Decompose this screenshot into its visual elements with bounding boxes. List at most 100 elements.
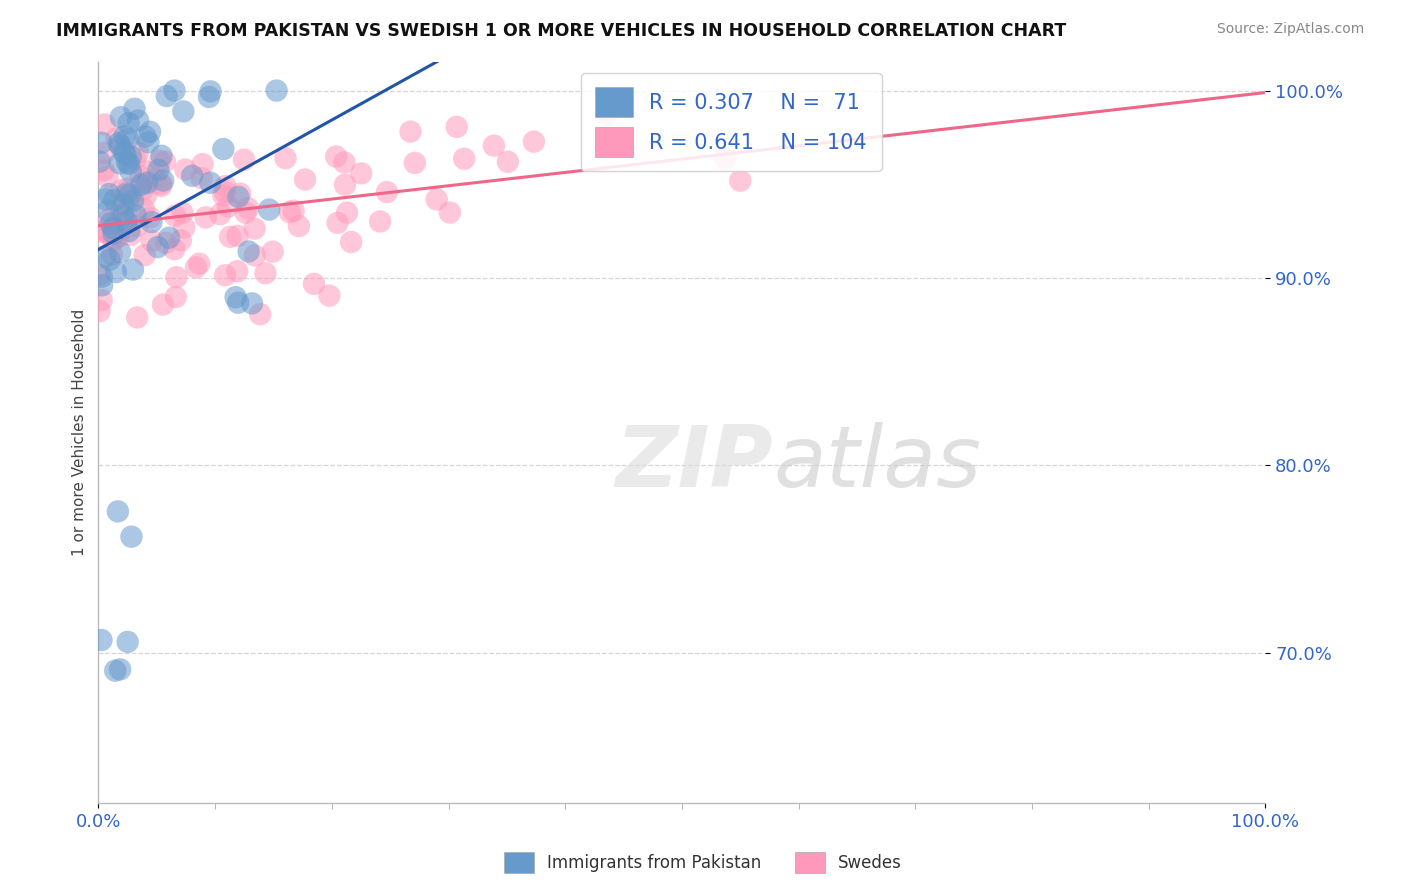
Text: atlas: atlas (773, 422, 981, 506)
Point (496, 154, 519, 169)
Point (117, 182, 139, 196)
Point (596, 107, 619, 121)
Point (115, 214, 138, 228)
Point (194, 211, 217, 225)
Point (150, 178, 173, 193)
Point (141, 234, 163, 248)
Point (148, 163, 170, 178)
Point (115, 155, 138, 169)
Point (90, 632, 112, 647)
Point (96, 225, 118, 239)
Point (139, 211, 162, 225)
Point (129, 169, 152, 184)
Point (129, 178, 152, 192)
Point (117, 132, 139, 146)
Point (122, 262, 145, 277)
Point (226, 264, 249, 278)
Point (326, 216, 349, 230)
Point (135, 164, 157, 178)
Point (156, 89, 179, 103)
Point (149, 153, 172, 168)
Point (214, 179, 236, 194)
Point (152, 173, 174, 187)
Point (114, 147, 136, 161)
Point (134, 129, 156, 144)
Point (132, 176, 155, 190)
Point (236, 201, 259, 215)
Point (93, 163, 115, 178)
Point (184, 260, 207, 275)
Point (170, 234, 193, 248)
Point (225, 290, 247, 304)
Point (143, 172, 166, 186)
Point (101, 247, 124, 261)
Point (146, 240, 169, 254)
Point (91, 225, 114, 239)
Legend: Immigrants from Pakistan, Swedes: Immigrants from Pakistan, Swedes (498, 846, 908, 880)
Point (266, 84, 288, 98)
Point (228, 190, 250, 204)
Point (730, 174, 752, 188)
Point (89, 154, 111, 169)
Point (141, 215, 163, 229)
Point (254, 266, 277, 280)
Point (318, 288, 340, 302)
Point (136, 176, 159, 190)
Point (172, 104, 194, 119)
Point (294, 172, 316, 186)
Point (108, 662, 131, 676)
Point (93, 145, 115, 160)
Point (191, 157, 214, 171)
Point (107, 229, 129, 244)
Text: ZIP: ZIP (616, 422, 773, 506)
Point (97, 212, 120, 227)
Point (108, 138, 131, 153)
Point (127, 113, 149, 128)
Point (122, 194, 145, 208)
Point (90, 269, 112, 284)
Point (190, 171, 212, 186)
Point (115, 186, 138, 201)
Point (262, 244, 284, 259)
Point (101, 233, 124, 247)
Point (174, 162, 197, 177)
Point (274, 151, 297, 165)
Text: Source: ZipAtlas.com: Source: ZipAtlas.com (1216, 22, 1364, 37)
Point (226, 228, 249, 243)
Point (117, 635, 139, 649)
Point (120, 149, 142, 163)
Point (103, 193, 125, 207)
Point (426, 193, 449, 207)
Point (163, 84, 186, 98)
Point (90, 293, 112, 308)
Point (165, 270, 187, 285)
Point (110, 110, 132, 124)
Point (240, 296, 263, 310)
Point (249, 307, 271, 321)
Point (112, 208, 135, 222)
Point (124, 152, 146, 166)
Point (139, 125, 162, 139)
Point (288, 219, 311, 233)
Y-axis label: 1 or more Vehicles in Household: 1 or more Vehicles in Household (72, 309, 87, 557)
Point (188, 257, 211, 271)
Point (94, 249, 117, 263)
Point (110, 223, 132, 237)
Point (90, 136, 112, 150)
Point (333, 155, 356, 169)
Point (209, 207, 232, 221)
Point (103, 219, 125, 234)
Point (105, 265, 128, 279)
Point (132, 202, 155, 216)
Point (108, 156, 131, 170)
Point (235, 205, 257, 219)
Point (214, 185, 236, 199)
Point (152, 297, 174, 311)
Point (163, 209, 186, 223)
Point (278, 205, 301, 219)
Point (399, 125, 422, 139)
Point (482, 138, 505, 153)
Point (181, 169, 204, 183)
Text: IMMIGRANTS FROM PAKISTAN VS SWEDISH 1 OR MORE VEHICLES IN HOUSEHOLD CORRELATION : IMMIGRANTS FROM PAKISTAN VS SWEDISH 1 OR… (56, 22, 1067, 40)
Point (217, 199, 239, 213)
